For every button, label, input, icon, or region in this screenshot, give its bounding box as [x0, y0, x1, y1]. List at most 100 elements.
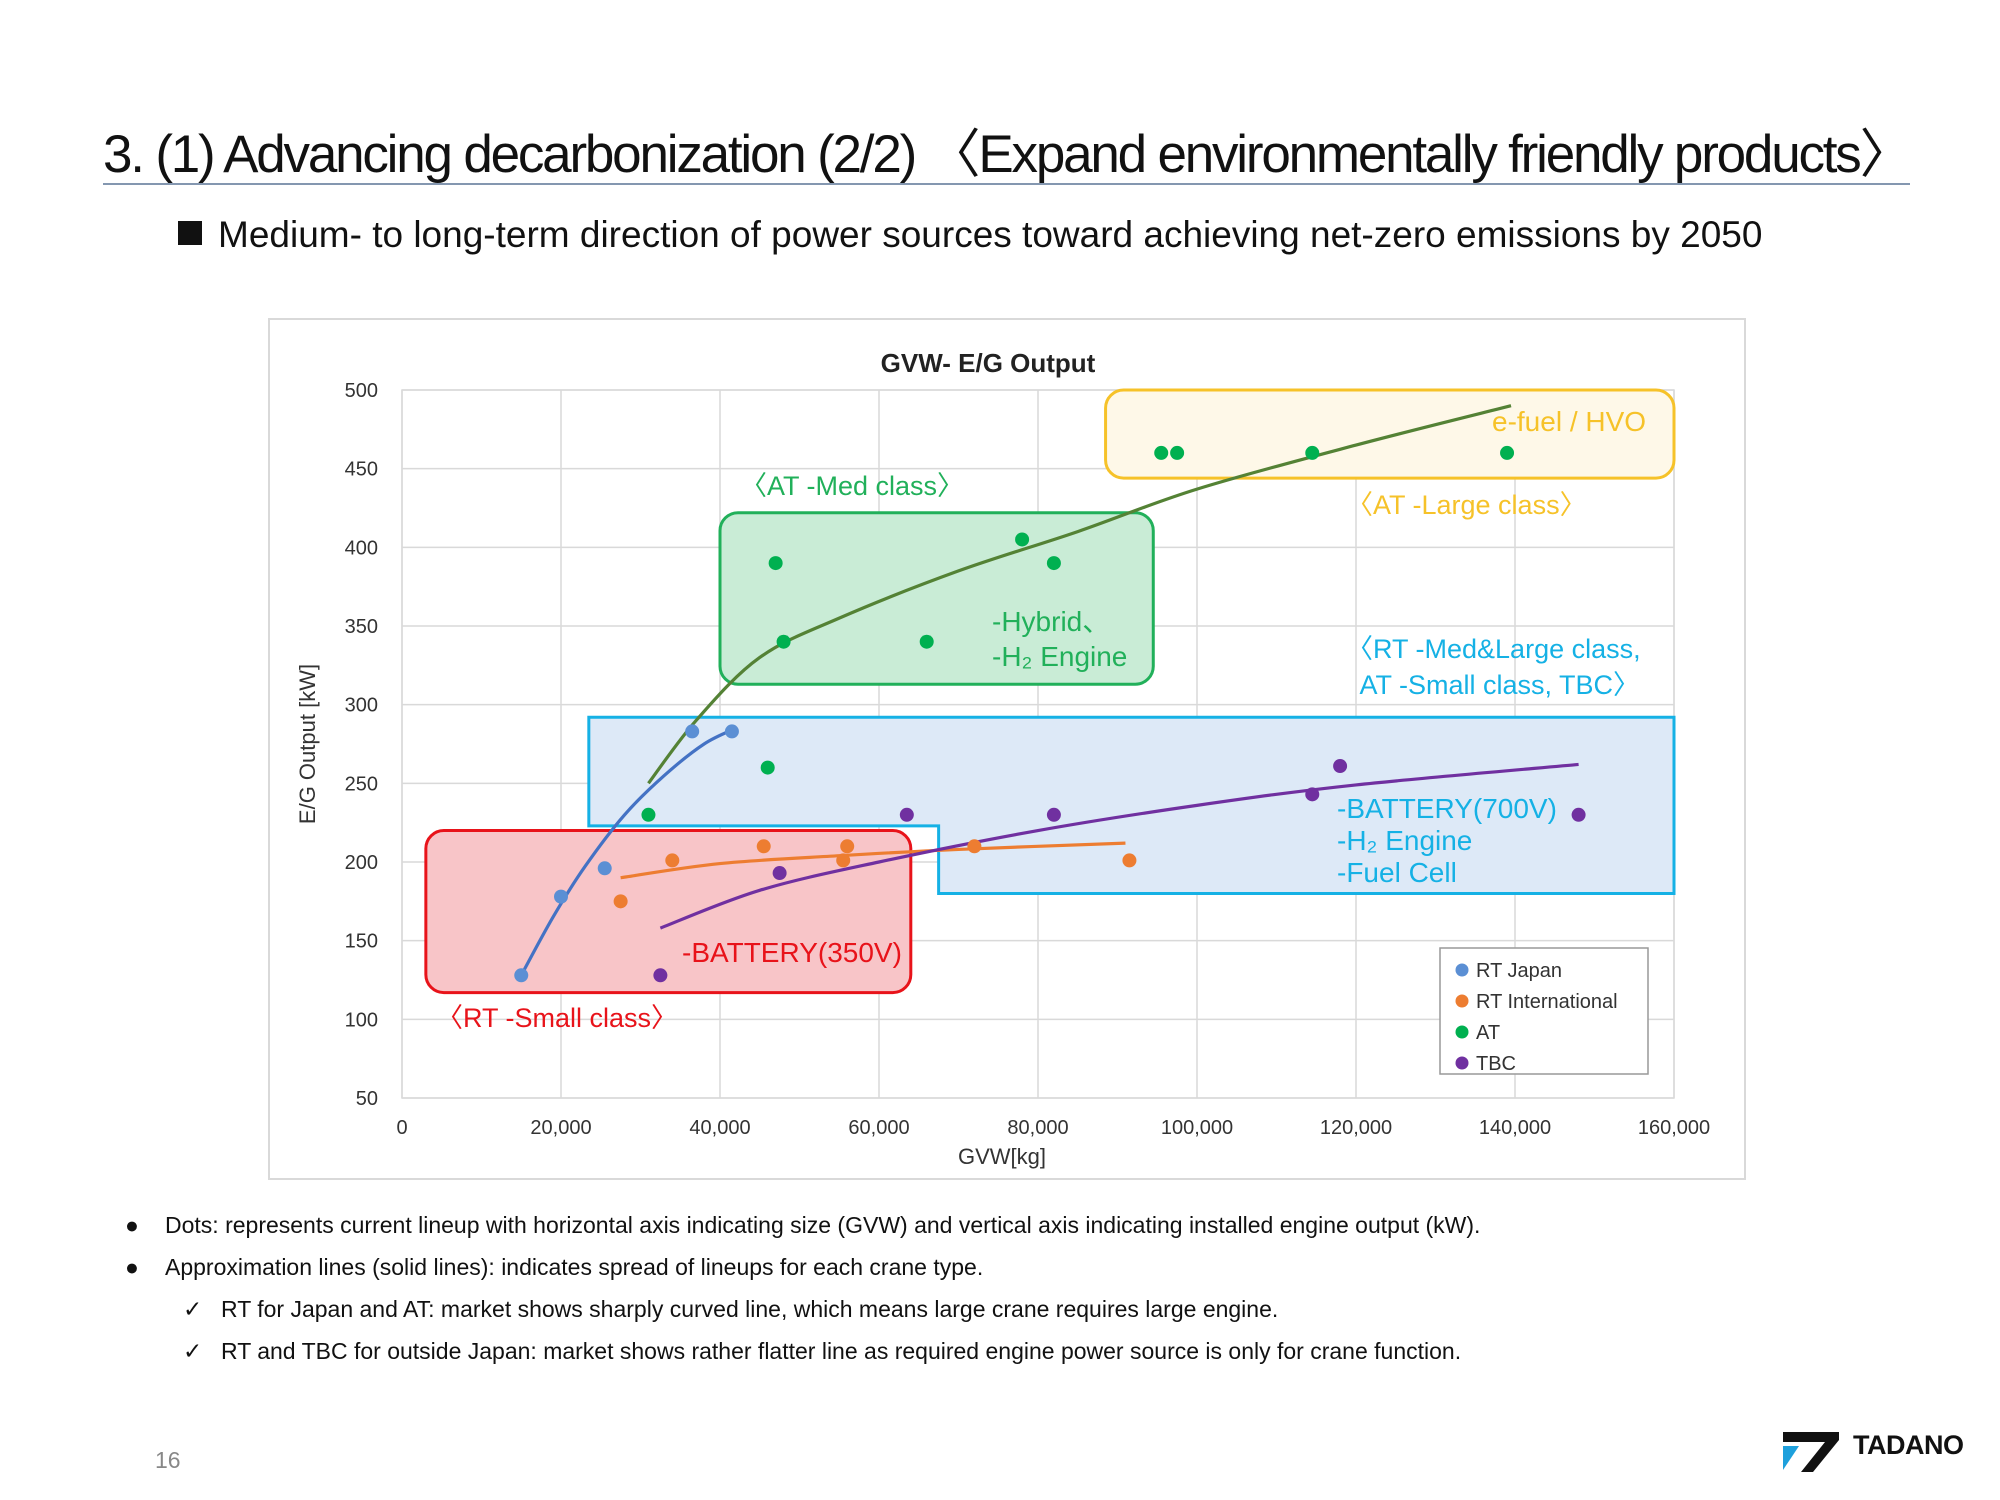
legend-marker — [1455, 963, 1469, 977]
region-rt-small — [424, 829, 913, 995]
point-tbc — [653, 968, 668, 983]
tadano-logo-icon — [1783, 1432, 1839, 1472]
x-tick-label: 120,000 — [1320, 1117, 1392, 1139]
point-rt-international — [613, 894, 628, 909]
square-bullet-icon — [178, 221, 202, 245]
trend-line-tbc — [659, 762, 1579, 930]
annotation-label: e-fuel / HVO — [1492, 406, 1646, 437]
x-axis-label: GVW[kg] — [958, 1144, 1046, 1169]
legend-label: TBC — [1476, 1053, 1516, 1075]
legend-marker — [1455, 994, 1469, 1008]
checkmark-icon: ✓ — [183, 1338, 203, 1364]
point-at — [1170, 445, 1185, 460]
point-at — [1500, 445, 1515, 460]
annotation-label: -Fuel Cell — [1337, 857, 1457, 888]
y-tick-label: 100 — [345, 1009, 378, 1031]
annotation-label: -H₂ Engine — [992, 641, 1127, 672]
point-rt-japan — [514, 968, 529, 983]
point-rt-international — [967, 839, 982, 854]
bullet-dot-icon: ● — [125, 1254, 139, 1280]
y-tick-label: 50 — [356, 1088, 378, 1110]
y-tick-label: 300 — [345, 695, 378, 717]
x-tick-label: 160,000 — [1638, 1117, 1710, 1139]
annotation-label: -BATTERY(700V) — [1337, 793, 1557, 824]
x-tick-label: 20,000 — [530, 1117, 591, 1139]
legend-box — [1439, 947, 1649, 1075]
point-tbc — [899, 807, 914, 822]
scatter-chart: 50 100 150 200 250 300 350 400 450 500 0 20,000 40,0… — [295, 348, 1710, 1169]
note-item: ● Dots: represents current lineup with ho… — [125, 1212, 1480, 1239]
slide-subtitle: Medium- to long-term direction of power … — [178, 214, 1762, 256]
point-tbc — [1333, 759, 1348, 774]
y-tick-label: 150 — [345, 931, 378, 953]
point-rt-japan — [724, 724, 739, 739]
point-rt-japan — [597, 861, 612, 876]
region-label: 〈AT -Large class〉 — [1346, 490, 1587, 520]
legend-label: RT Japan — [1476, 960, 1562, 982]
y-tick-label: 250 — [345, 773, 378, 795]
x-tick-label: 40,000 — [689, 1117, 750, 1139]
point-at — [1305, 445, 1320, 460]
point-rt-international — [665, 853, 680, 868]
legend-label: RT International — [1476, 991, 1618, 1013]
y-tick-label: 450 — [345, 459, 378, 481]
trend-line-at — [647, 404, 1512, 785]
y-tick-label: 350 — [345, 616, 378, 638]
subtitle-text: Medium- to long-term direction of power … — [218, 214, 1763, 255]
point-tbc — [772, 866, 787, 881]
title-divider — [103, 183, 1910, 185]
point-rt-japan — [685, 724, 700, 739]
note-text: Approximation lines (solid lines): indic… — [165, 1254, 984, 1280]
legend-marker — [1455, 1056, 1469, 1070]
legend-label: AT — [1476, 1022, 1500, 1044]
annotation-label: -H₂ Engine — [1337, 825, 1472, 856]
point-rt-japan — [554, 889, 568, 904]
legend-marker — [1455, 1025, 1469, 1039]
note-text: RT and TBC for outside Japan: market sho… — [221, 1338, 1462, 1364]
y-tick-label: 200 — [345, 852, 378, 874]
point-rt-international — [836, 853, 851, 868]
point-at — [760, 760, 775, 775]
x-tick-label: 140,000 — [1479, 1117, 1551, 1139]
bullet-dot-icon: ● — [125, 1212, 139, 1238]
point-at — [776, 634, 791, 649]
point-at — [1154, 445, 1169, 460]
note-text: Dots: represents current lineup with hor… — [165, 1212, 1481, 1238]
region-at-med — [718, 511, 1155, 686]
point-at — [919, 634, 934, 649]
x-tick-label: 60,000 — [848, 1117, 909, 1139]
region-label: 〈AT -Med class〉 — [740, 471, 964, 501]
annotation-label: -Hybrid、 — [992, 606, 1110, 637]
note-item: ✓ RT and TBC for outside Japan: market sh… — [183, 1338, 1461, 1365]
x-tick-label: 100,000 — [1161, 1117, 1233, 1139]
annotation-label: -BATTERY(350V) — [682, 937, 902, 968]
point-at — [768, 556, 783, 571]
region-label: 〈RT -Med&Large class, — [1346, 634, 1641, 664]
point-tbc — [1046, 807, 1061, 822]
point-rt-international — [1122, 853, 1137, 868]
logo-text: TADANO — [1853, 1430, 1964, 1460]
region-label: 〈RT -Small class〉 — [436, 1003, 678, 1033]
chart-title: GVW- E/G Output — [881, 348, 1096, 378]
point-tbc — [1571, 807, 1586, 822]
page-number: 16 — [155, 1447, 181, 1473]
chart-frame: 50 100 150 200 250 300 350 400 450 500 0 20,000 40,0… — [268, 318, 1746, 1180]
y-tick-label: 400 — [345, 537, 378, 559]
region-label: AT -Small class, TBC〉 — [1346, 670, 1640, 700]
x-tick-label: 80,000 — [1007, 1117, 1068, 1139]
trend-line-rt-japan — [519, 726, 737, 977]
note-item: ● Approximation lines (solid lines): indi… — [125, 1254, 983, 1281]
slide-title: 3. (1) Advancing decarbonization (2/2) 〈… — [103, 125, 1913, 184]
region-rt-med-large — [587, 715, 1676, 895]
note-item: ✓ RT for Japan and AT: market shows sharp… — [183, 1296, 1278, 1323]
point-tbc — [1305, 787, 1320, 802]
point-rt-international — [840, 839, 855, 854]
y-axis-label: E/G Output [kW] — [295, 664, 320, 824]
point-at — [1015, 532, 1030, 547]
point-at — [1046, 556, 1061, 571]
note-text: RT for Japan and AT: market shows sharpl… — [221, 1296, 1279, 1322]
point-rt-international — [756, 839, 771, 854]
y-tick-label: 500 — [345, 380, 378, 402]
point-at — [641, 807, 656, 822]
region-at-large — [1104, 388, 1676, 480]
